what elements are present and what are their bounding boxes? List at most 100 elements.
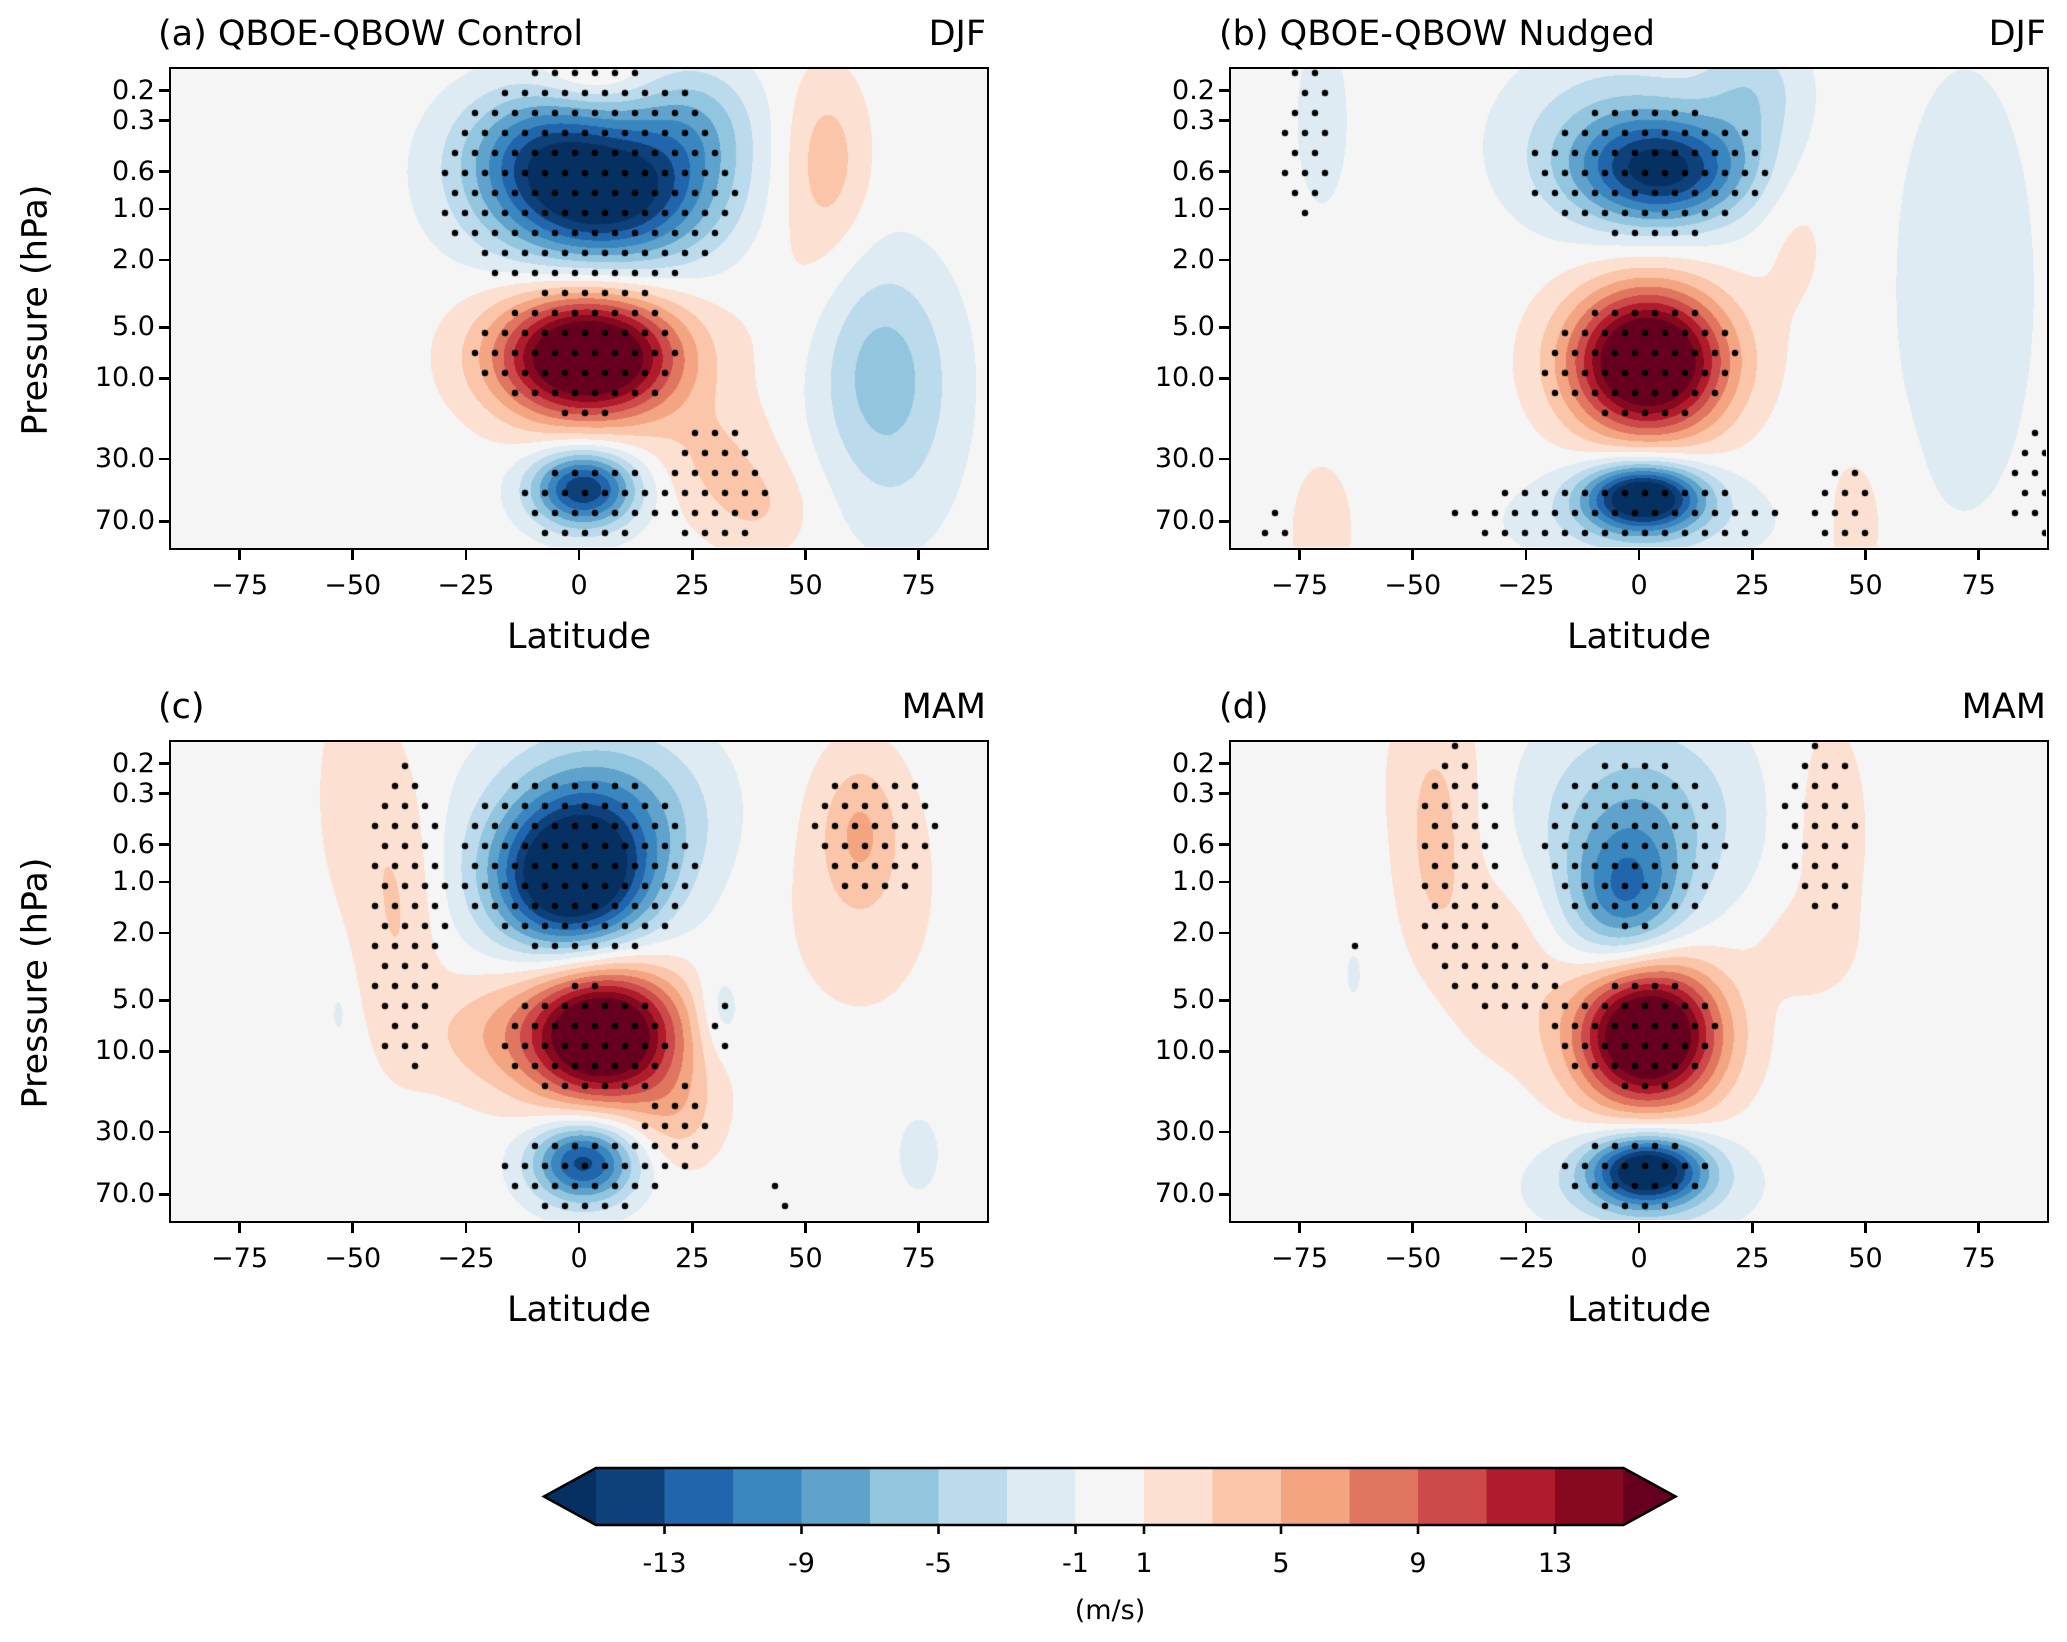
x-axis-label: Latitude	[506, 1290, 652, 1330]
y-tick-label: 5.0	[112, 311, 155, 343]
x-tick-label: 25	[675, 1243, 710, 1275]
y-tick	[1219, 170, 1229, 173]
x-tick-label: 50	[1848, 1243, 1883, 1275]
x-tick	[1637, 550, 1641, 561]
colorbar-bin	[596, 1468, 666, 1525]
colorbar-unit-label: (m/s)	[1074, 1595, 1146, 1626]
colorbar-extend-max	[1623, 1468, 1676, 1525]
colorbar-tick-label: 1	[1135, 1548, 1153, 1579]
y-tick	[1219, 792, 1229, 795]
colorbar-bin	[938, 1468, 1008, 1525]
colorbar-bin	[1349, 1468, 1419, 1525]
colorbar-tick-label: -5	[925, 1548, 952, 1579]
plot-area	[169, 67, 989, 550]
y-tick-label: 1.0	[112, 866, 155, 898]
y-tick-label: 2.0	[112, 244, 155, 276]
x-tick-label: 75	[901, 1243, 936, 1275]
colorbar-extend-min	[544, 1468, 596, 1525]
x-tick	[464, 550, 468, 561]
plot-area	[1229, 740, 2049, 1223]
season-label: DJF	[1988, 14, 2046, 54]
y-tick-label: 2.0	[1172, 244, 1215, 276]
y-tick	[159, 999, 169, 1002]
y-tick-label: 5.0	[112, 984, 155, 1016]
x-tick-label: 0	[1630, 570, 1648, 602]
panel-title: (c)	[158, 687, 205, 727]
y-tick-label: 70.0	[94, 1178, 155, 1210]
y-tick-label: 0.3	[112, 104, 155, 136]
y-tick-label: 30.0	[94, 1116, 155, 1148]
y-tick-label: 10.0	[94, 1035, 155, 1067]
y-tick-label: 5.0	[1172, 311, 1215, 343]
x-tick-label: −75	[1271, 570, 1328, 602]
x-tick	[690, 1223, 694, 1234]
panel-title: (b) QBOE-QBOW Nudged	[1219, 14, 1655, 54]
x-tick-label: −25	[437, 570, 495, 602]
y-tick-label: 0.2	[112, 747, 155, 779]
y-tick-label: 10.0	[1154, 1035, 1215, 1067]
x-tick-label: 75	[1961, 1243, 1996, 1275]
y-tick	[1219, 258, 1229, 262]
y-tick-label: 1.0	[1172, 866, 1215, 898]
colorbar-bin	[801, 1468, 871, 1525]
y-tick-label: 0.3	[1172, 104, 1215, 136]
colorbar-tick-label: 13	[1537, 1548, 1573, 1579]
x-tick-label: −50	[1384, 1243, 1442, 1275]
x-tick-label: −50	[324, 570, 382, 602]
y-tick	[1219, 843, 1229, 846]
panel-title: (a) QBOE-QBOW Control	[158, 14, 584, 54]
colorbar-outline	[541, 1466, 1679, 1527]
y-tick	[1219, 999, 1229, 1002]
x-tick-label: 0	[570, 1243, 588, 1275]
colorbar-bin	[733, 1468, 803, 1525]
colorbar-tick-label: 9	[1409, 1548, 1427, 1579]
y-tick-label: 0.3	[1172, 777, 1215, 809]
x-tick-label: 75	[901, 570, 936, 602]
y-tick-label: 70.0	[1154, 1178, 1215, 1210]
y-tick-label: 0.2	[1172, 747, 1215, 779]
x-tick	[1864, 550, 1867, 561]
y-tick-label: 1.0	[1172, 193, 1215, 225]
contour-field	[1231, 69, 2046, 547]
x-tick-label: 50	[1848, 570, 1883, 602]
x-axis-label: Latitude	[506, 617, 652, 657]
colorbar-tick-label: -9	[788, 1548, 815, 1579]
y-tick-label: 70.0	[94, 505, 155, 537]
colorbar-bin	[1212, 1468, 1282, 1525]
x-tick	[1524, 1223, 1528, 1234]
x-tick	[464, 1223, 468, 1234]
y-tick	[159, 207, 169, 211]
y-tick-label: 2.0	[1172, 917, 1215, 949]
y-tick	[159, 792, 169, 795]
x-tick-label: −75	[211, 1243, 268, 1275]
y-tick	[1219, 931, 1229, 935]
contour-field	[1231, 742, 2046, 1220]
season-label: DJF	[928, 14, 986, 54]
x-tick-label: 0	[1630, 1243, 1648, 1275]
y-tick	[1219, 1193, 1229, 1196]
x-tick	[1298, 1223, 1301, 1234]
x-tick-label: −50	[324, 1243, 382, 1275]
x-tick	[1977, 550, 1980, 561]
y-tick	[159, 326, 169, 329]
y-tick	[159, 880, 169, 884]
y-tick	[159, 1130, 169, 1134]
x-tick	[238, 550, 241, 561]
x-tick	[1637, 1223, 1641, 1234]
x-tick	[351, 550, 354, 561]
colorbar: -13 -9 -5 -1 1 5 9 13 (m/s)	[540, 1464, 1680, 1624]
plot-area	[169, 740, 989, 1223]
season-label: MAM	[901, 687, 986, 727]
y-tick-label: 0.6	[112, 828, 155, 860]
y-tick-label: 1.0	[112, 193, 155, 225]
colorbar-bin	[1486, 1468, 1556, 1525]
x-tick	[1750, 1223, 1754, 1234]
y-tick	[1219, 119, 1229, 122]
x-tick-label: −75	[1271, 1243, 1328, 1275]
y-tick	[1219, 89, 1229, 93]
colorbar-bin	[870, 1468, 940, 1525]
season-label: MAM	[1961, 687, 2046, 727]
x-tick	[690, 550, 694, 561]
x-tick-label: 50	[788, 570, 823, 602]
x-tick-label: −75	[211, 570, 268, 602]
